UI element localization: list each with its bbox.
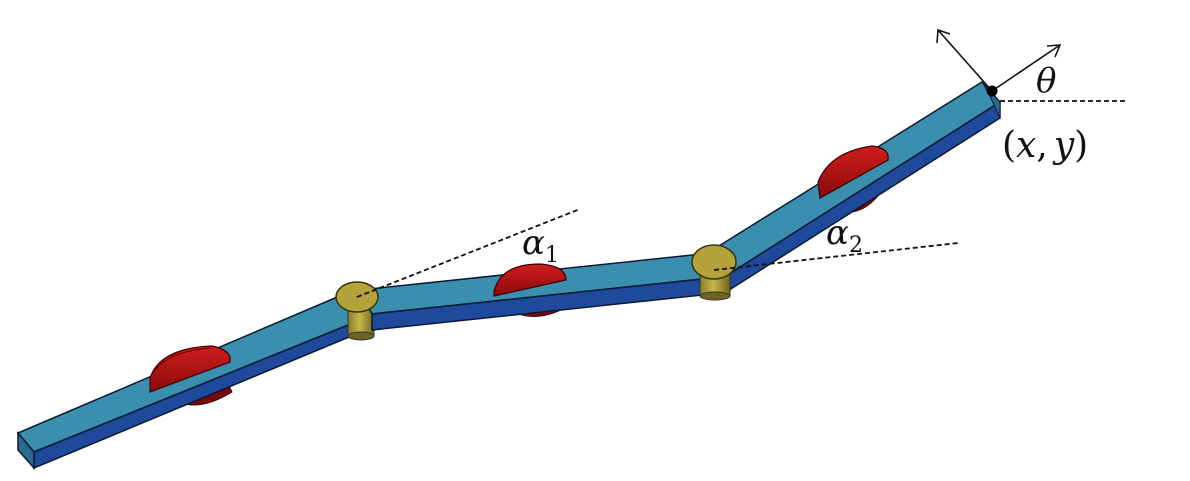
link-1 [16,294,380,470]
theta-label: θ [1036,61,1056,101]
alpha2-label: α2 [826,213,863,258]
head-coordinate-label: (x, y) [1002,125,1088,166]
link-1-side [33,311,379,470]
head-point [986,85,998,97]
link-1-end [17,430,35,470]
wheel-2-upper [493,263,567,297]
head-frame-axes [936,28,1062,92]
wheel-3-upper [817,145,889,199]
link-3-side [725,100,1001,294]
joint-2-cap [691,244,737,280]
link-2 [358,253,714,331]
link-3 [704,81,1002,294]
alpha2-reference-line [713,242,959,271]
alpha1-label: α1 [522,223,559,268]
